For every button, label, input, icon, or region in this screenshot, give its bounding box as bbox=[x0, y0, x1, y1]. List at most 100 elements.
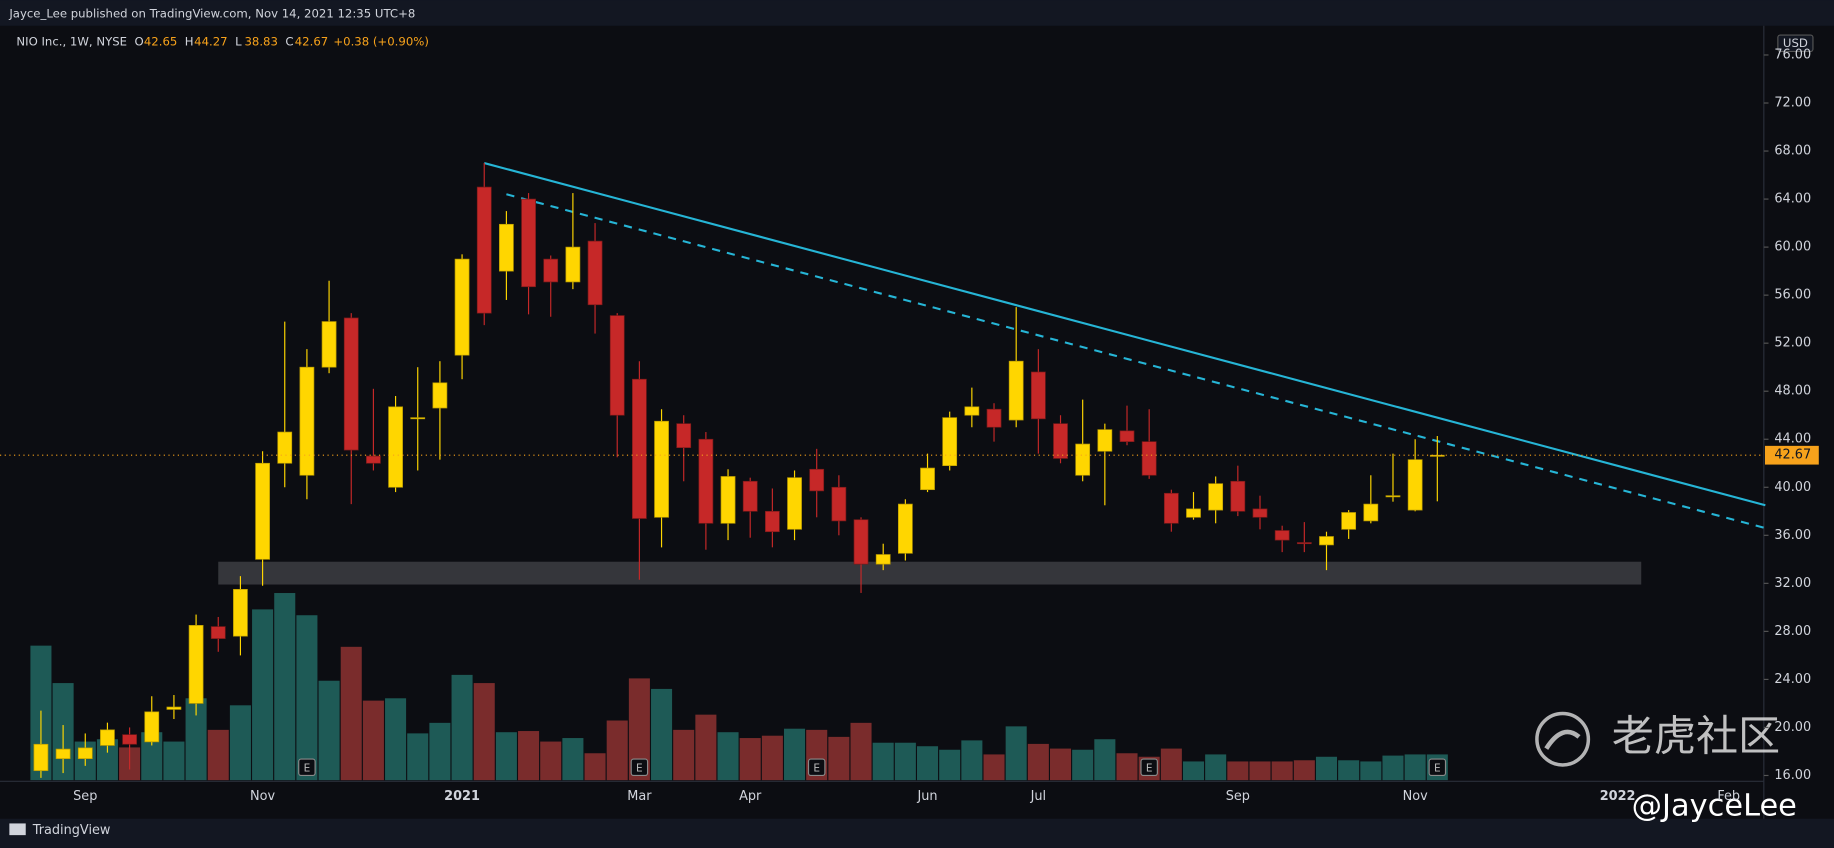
candle-body bbox=[1319, 536, 1334, 546]
volume-bar bbox=[1005, 726, 1027, 781]
y-tick-label: 36.00 bbox=[1774, 528, 1811, 543]
x-tick-label: Jul bbox=[1030, 789, 1047, 804]
earnings-label: E bbox=[813, 762, 820, 774]
y-tick-label: 44.00 bbox=[1774, 432, 1811, 447]
y-tick-label: 32.00 bbox=[1774, 576, 1811, 591]
earnings-marker: E bbox=[1140, 758, 1158, 777]
volume-bar bbox=[163, 741, 185, 781]
volume-bar bbox=[296, 615, 318, 781]
volume-bar bbox=[518, 731, 540, 781]
ohlc-change: +0.38 (+0.90%) bbox=[333, 35, 429, 49]
currency: USD bbox=[1783, 36, 1808, 50]
candle-body bbox=[1385, 495, 1401, 498]
volume-bar bbox=[1116, 753, 1138, 781]
y-tick-label: 20.00 bbox=[1774, 720, 1811, 735]
volume-bar bbox=[207, 729, 229, 781]
volume-bar bbox=[274, 593, 296, 781]
volume-bar bbox=[252, 609, 274, 781]
candle-body bbox=[299, 366, 315, 476]
candle-body bbox=[343, 317, 359, 451]
candle-body bbox=[166, 706, 182, 710]
x-tick-label: Feb bbox=[1717, 789, 1740, 804]
volume-bar bbox=[1360, 761, 1382, 781]
earnings-box bbox=[1428, 758, 1447, 777]
volume-bar bbox=[451, 674, 473, 781]
candle-body bbox=[654, 420, 669, 518]
volume-bar bbox=[1271, 761, 1293, 781]
volume-bar bbox=[141, 732, 163, 781]
candle-body bbox=[233, 588, 248, 637]
candle-body bbox=[1208, 483, 1224, 511]
volume-bar bbox=[1182, 761, 1205, 781]
candle-body bbox=[1141, 441, 1157, 476]
volume-bar bbox=[540, 741, 562, 781]
y-tick-label: 40.00 bbox=[1774, 480, 1811, 495]
candle-body bbox=[831, 486, 847, 522]
x-tick-label: Apr bbox=[739, 789, 762, 804]
earnings-marker: E bbox=[298, 758, 316, 777]
watermark: 老虎社区 bbox=[1612, 712, 1780, 761]
y-tick-label: 48.00 bbox=[1774, 384, 1811, 399]
candle-body bbox=[897, 503, 913, 554]
y-tick-label: 76.00 bbox=[1774, 47, 1811, 62]
ohlc-value: 38.83 bbox=[244, 35, 277, 49]
ohlc-letter: C bbox=[285, 35, 293, 49]
candle-body bbox=[499, 223, 514, 272]
candle-body bbox=[77, 747, 93, 760]
candle-body bbox=[388, 406, 403, 488]
candle-body bbox=[521, 198, 536, 288]
volume-bar bbox=[385, 698, 407, 781]
volume-bar bbox=[185, 698, 207, 781]
ohlc-letter: O bbox=[135, 35, 144, 49]
volume-bar bbox=[784, 728, 806, 781]
trendline bbox=[506, 193, 1766, 530]
candle-body bbox=[1274, 530, 1290, 541]
volume-bar bbox=[761, 735, 783, 781]
volume-bar bbox=[1293, 760, 1315, 781]
candle-body bbox=[122, 734, 137, 745]
currency-box bbox=[1777, 34, 1814, 53]
candle-body bbox=[942, 417, 958, 467]
volume-bar bbox=[340, 646, 362, 781]
candle-body bbox=[543, 258, 559, 283]
volume-bar bbox=[739, 738, 761, 781]
volume-bar bbox=[917, 746, 939, 781]
volume-bar bbox=[584, 753, 606, 781]
earnings-marker: E bbox=[1428, 758, 1447, 777]
y-tick-label: 72.00 bbox=[1774, 96, 1811, 111]
ohlc-value: 42.67 bbox=[295, 35, 328, 49]
candle-body bbox=[366, 455, 381, 464]
volume-bar bbox=[1227, 761, 1249, 781]
candle-body bbox=[454, 258, 470, 356]
candle-body bbox=[1075, 443, 1091, 476]
x-tick-label: Sep bbox=[73, 789, 97, 804]
candle-body bbox=[1186, 508, 1201, 518]
earnings-label: E bbox=[636, 762, 643, 774]
y-tick-label: 60.00 bbox=[1774, 240, 1811, 255]
volume-bar bbox=[1249, 761, 1271, 781]
candle-body bbox=[277, 431, 293, 464]
candle-body bbox=[1163, 492, 1179, 524]
volume-bar bbox=[850, 722, 872, 781]
candle-body bbox=[698, 438, 714, 524]
support-zone bbox=[218, 561, 1642, 585]
candle-body bbox=[632, 378, 647, 519]
x-tick-label: Sep bbox=[1226, 789, 1250, 804]
publisher: Jayce_Lee published on TradingView.com, … bbox=[8, 7, 415, 21]
candle-body bbox=[676, 423, 692, 449]
candle-body bbox=[1296, 542, 1312, 545]
candle-body bbox=[986, 408, 1002, 428]
earnings-box bbox=[1140, 758, 1158, 777]
volume-bar bbox=[1382, 755, 1404, 781]
y-tick-label: 56.00 bbox=[1774, 288, 1811, 303]
candle-body bbox=[210, 626, 226, 639]
x-tick-label: Nov bbox=[1403, 789, 1428, 804]
tradingview-logo bbox=[9, 823, 26, 836]
volume-bar bbox=[1049, 748, 1072, 781]
ohlc-letter: L bbox=[235, 35, 242, 49]
candle-body bbox=[964, 406, 980, 416]
candle-body bbox=[1341, 512, 1357, 530]
candle-body bbox=[787, 477, 802, 530]
